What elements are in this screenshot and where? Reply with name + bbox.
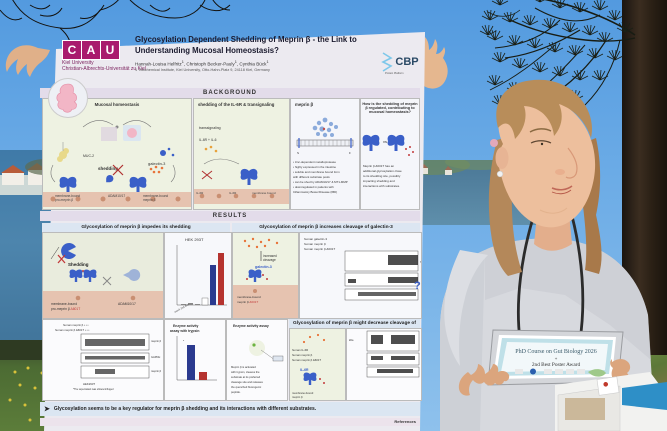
svg-text:membrane-bound: membrane-bound [51,302,77,306]
svg-text:human meprin β Δ601T: human meprin β Δ601T [292,358,321,362]
svg-text:with different substrate pools: with different substrate pools [293,175,330,179]
svg-text:Enzyme activity: Enzyme activity [173,324,199,328]
svg-text:*The supernatant was ultracent: *The supernatant was ultracentrifuged [73,388,114,391]
svg-text:human meprin β: human meprin β [304,242,326,246]
svg-text:MUC-2: MUC-2 [83,154,94,158]
svg-text:GAPDH: GAPDH [151,355,160,359]
svg-text:Inflammatory Bowel Disease (IB: Inflammatory Bowel Disease (IBD) [293,190,337,194]
svg-text:F: F [349,151,351,155]
svg-text:2nd Best Poster Award: 2nd Best Poster Award [532,362,581,368]
svg-text:additional glycosylation close: additional glycosylation close [363,169,402,173]
svg-text:• can be shed by ADAM10/17 & M: • can be shed by ADAM10/17 & MT1-MMP [293,180,348,184]
svg-text:Meprin β is activated: Meprin β is activated [231,365,256,369]
svg-text:peptide.: peptide. [231,390,241,394]
svg-text:to its shedding site, possibly: to its shedding site, possibly [363,174,401,178]
svg-text:galectin-3: galectin-3 [255,265,272,269]
svg-text:meprin β: meprin β [151,339,162,343]
svg-text:galectin-3: galectin-3 [148,161,166,166]
svg-text:IL-6R: IL-6R [196,191,204,195]
svg-text:IL-6R: IL-6R [300,368,309,372]
svg-text:Enzyme activity assay: Enzyme activity assay [233,324,269,328]
svg-text:human meprin β Δ601T • •: human meprin β Δ601T • • • [55,328,89,332]
svg-text:S: S [297,151,299,155]
svg-text:• soluble and membrane bound f: • soluble and membrane bound form [293,170,340,174]
svg-text:meprin β: meprin β [292,395,303,399]
svg-text:pro-meprin β Δ601T: pro-meprin β Δ601T [51,307,80,311]
svg-text:human meprin β: human meprin β [292,353,313,357]
svg-text:human: human [420,260,421,264]
svg-text:• downregulated in patients wi: • downregulated in patients with [293,185,334,189]
svg-text:HEK 293T: HEK 293T [185,237,204,242]
svg-text:PhD Course on Gut Biology 2026: PhD Course on Gut Biology 2026 [515,349,597,355]
svg-text:human IL-6R: human IL-6R [292,348,308,352]
svg-text:kDa: kDa [349,339,354,342]
svg-text:interactions with substrates.: interactions with substrates. [363,184,400,188]
svg-text:Meprin β Δ601T has an: Meprin β Δ601T has an [363,164,394,168]
svg-text:ADAM10/17: ADAM10/17 [108,194,125,198]
svg-text:• zinc-dependent metalloprotea: • zinc-dependent metalloprotease [293,160,336,164]
svg-text:• highly expressed in the inte: • highly expressed in the intestine [293,165,336,169]
svg-text:vs.: vs. [383,139,388,144]
svg-text:meprin β: meprin β [143,198,156,202]
svg-text:impacting shedding and: impacting shedding and [363,179,395,183]
svg-text:IL-6R: IL-6R [229,191,237,195]
svg-text:ADAM10/17: ADAM10/17 [118,302,136,306]
svg-text:*: * [183,339,185,343]
svg-text:meprin β: meprin β [151,369,162,373]
svg-text:human galectin-3: human galectin-3 [304,237,327,241]
svg-text:mock 2nd abs: mock 2nd abs [174,302,191,314]
svg-text:assay with trypsin: assay with trypsin [170,329,199,333]
svg-text:cleavage: cleavage [263,258,276,262]
svg-text:the quenched fluorogenic: the quenched fluorogenic [231,385,262,389]
svg-text:membrane-bound: membrane-bound [292,391,314,395]
svg-text:membrane-bound: membrane-bound [237,295,261,299]
svg-text:pro-meprin β: pro-meprin β [55,198,73,202]
svg-text:meprin β Δ601T: meprin β Δ601T [237,300,258,304]
svg-text:substrate at its preferred: substrate at its preferred [231,375,261,379]
svg-text:with trypsin, cleaves the: with trypsin, cleaves the [231,370,260,374]
svg-text:human meprin β Δ601T: human meprin β Δ601T [304,247,335,251]
svg-text:membrane bound: membrane bound [252,191,276,195]
svg-text:IL-6R + IL-6: IL-6R + IL-6 [199,138,217,142]
svg-text:transsignaling: transsignaling [199,126,221,130]
svg-text:cleavage site and releases: cleavage site and releases [231,380,263,384]
svg-text:Shedding: Shedding [68,262,89,267]
svg-text:HEK293T: HEK293T [83,382,95,386]
svg-text:human meprin β • • •: human meprin β • • • [63,323,89,327]
